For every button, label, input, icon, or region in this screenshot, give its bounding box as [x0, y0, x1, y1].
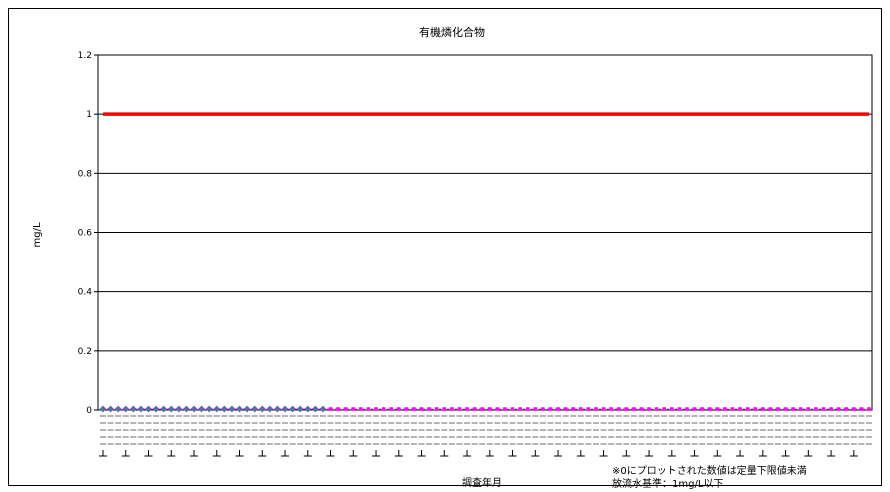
data-point [487, 407, 492, 411]
data-point [190, 405, 198, 413]
data-point [685, 407, 689, 411]
x-tick-labels [99, 415, 872, 457]
data-point [556, 407, 560, 411]
data-point [541, 407, 545, 411]
data-point [336, 407, 340, 411]
data-point [783, 407, 788, 411]
data-point [791, 407, 795, 411]
data-point [768, 407, 773, 411]
data-point [258, 405, 266, 413]
data-point [761, 407, 765, 411]
y-axis-label: mg/L [32, 222, 43, 247]
data-point [859, 407, 864, 411]
data-point [183, 405, 190, 413]
y-tick-label: 0.2 [78, 347, 92, 357]
data-point [427, 407, 431, 411]
data-point [404, 407, 409, 411]
data-point [480, 407, 485, 411]
data-point [419, 407, 424, 411]
data-point [319, 405, 327, 413]
y-tick-label: 0.6 [78, 229, 93, 239]
data-point [616, 407, 621, 411]
note-below-limit: ※0にプロットされた数値は定量下限値未満 [612, 464, 807, 477]
note-standard: 放流水基準：1mg/L以下 [612, 477, 723, 490]
y-tick-label: 0 [86, 406, 92, 416]
data-point [412, 407, 416, 411]
data-point [844, 407, 849, 411]
data-point [707, 407, 712, 411]
x-axis-label: 調査年月 [462, 476, 502, 489]
data-point [836, 407, 841, 411]
y-tick-label: 0.8 [78, 169, 93, 179]
data-point [639, 407, 644, 411]
plot-area: 0 0.2 0.4 0.6 0.8 1 1.2 [78, 51, 873, 457]
data-point [700, 407, 704, 411]
y-tick-label: 1.2 [78, 51, 92, 61]
data-point [647, 407, 651, 411]
data-point [692, 407, 697, 411]
data-point [776, 407, 780, 411]
chart-title: 有機燐化合物 [419, 25, 485, 39]
data-point [548, 407, 553, 411]
data-point [472, 407, 477, 411]
data-point [351, 407, 356, 411]
data-point [107, 405, 115, 413]
data-point [624, 407, 629, 411]
y-tick-label: 1 [86, 110, 92, 120]
data-point [563, 407, 568, 411]
data-point [114, 405, 122, 413]
data-point [852, 407, 856, 411]
data-point [571, 407, 576, 411]
data-point [715, 407, 720, 411]
data-point [343, 407, 348, 411]
data-point [175, 405, 183, 413]
data-point [495, 407, 500, 411]
data-point [251, 405, 259, 413]
data-point [328, 407, 333, 411]
data-point [396, 407, 401, 411]
data-point [632, 407, 636, 411]
y-tick-label: 0.4 [78, 288, 93, 298]
